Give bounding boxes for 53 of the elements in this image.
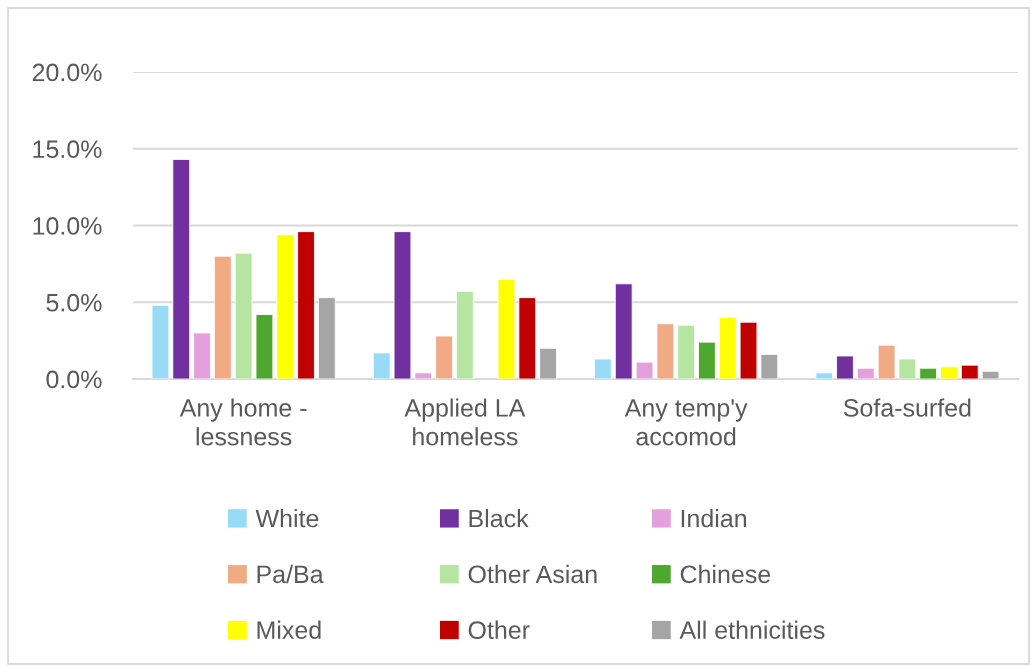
legend-label: Indian [681,509,746,528]
bar [372,352,391,379]
bar [760,354,779,379]
bar [414,372,433,379]
bar [981,370,1000,379]
legend-label: All ethnicities [679,620,825,639]
bar [456,291,474,379]
x-tick-label: Any home - lessness [179,398,307,446]
y-tick-label: 5.0% [46,293,102,312]
legend-label: Pa/Ba [257,564,324,584]
y-tick-label: 10.0% [33,217,102,235]
bar [836,355,854,379]
bar [393,231,412,379]
bar [614,283,633,379]
bar [255,314,274,379]
legend-label: White [255,509,319,528]
bar [276,234,295,379]
bar [539,347,557,379]
bar [940,366,958,379]
bar [898,358,917,379]
bar [677,324,695,379]
bar [172,159,191,379]
x-tick-label: Sofa-surfed [843,398,971,417]
bar [656,323,675,379]
bar [739,321,758,379]
bar [497,278,516,379]
bar [856,367,875,379]
bar [214,255,232,379]
bar [815,372,834,379]
bar [151,304,170,379]
legend-label: Other [468,620,530,639]
bar [718,317,737,379]
bar [698,341,716,379]
bar [297,231,315,379]
bar [919,367,937,379]
bar [193,332,211,379]
y-tick-label: 20.0% [32,63,102,82]
bar [960,364,979,379]
x-tick-label: Any temp'y accomod [624,399,748,446]
legend-label: Chinese [680,564,771,584]
bar [234,252,253,379]
legend-label: Black [469,509,529,528]
legend-label: Other Asian [468,564,597,584]
x-tick-label: Applied LA homeless [404,398,526,446]
bar [877,344,896,379]
bar [635,361,654,379]
bar [317,297,336,379]
legend-label: Mixed [257,620,321,639]
bar [518,297,537,379]
y-tick-label: 15.0% [33,140,102,159]
bar [435,335,453,379]
y-tick-label: 0.0% [46,370,102,389]
bar [594,358,612,379]
